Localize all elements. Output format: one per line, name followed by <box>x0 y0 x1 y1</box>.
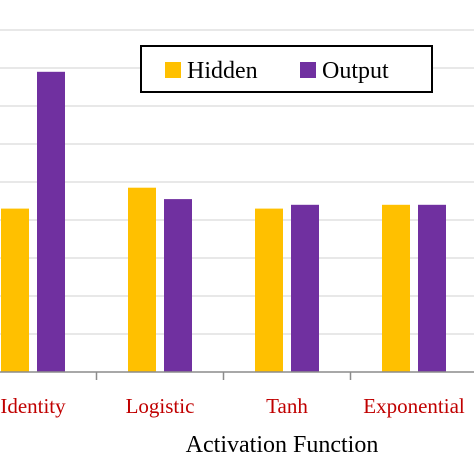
legend-label-output: Output <box>322 58 389 84</box>
x-tick-label-logistic: Logistic <box>126 394 195 418</box>
x-tick-label-tanh: Tanh <box>266 394 308 418</box>
bar-output-logistic <box>164 199 192 372</box>
x-tick-label-exponential: Exponential <box>363 394 465 418</box>
x-tick-label-identity: Identity <box>0 394 66 418</box>
x-ticks <box>95 372 352 380</box>
legend-swatch-output <box>300 62 316 78</box>
bar-hidden-exponential <box>382 204 410 372</box>
bar-output-exponential <box>418 204 446 372</box>
legend-box <box>140 45 433 93</box>
gridlines <box>0 29 474 335</box>
bar-hidden-identity <box>1 208 29 372</box>
bars <box>1 71 446 373</box>
x-tick-labels: Identity Logistic Tanh Exponential <box>0 394 465 418</box>
x-axis-title: Activation Function <box>186 432 379 458</box>
legend-label-hidden: Hidden <box>187 58 258 84</box>
legend-swatch-hidden <box>165 62 181 78</box>
bar-hidden-tanh <box>255 208 283 372</box>
bar-output-identity <box>37 71 65 373</box>
bar-hidden-logistic <box>128 187 156 372</box>
legend: Hidden Output <box>140 45 433 93</box>
bar-output-tanh <box>291 204 319 372</box>
